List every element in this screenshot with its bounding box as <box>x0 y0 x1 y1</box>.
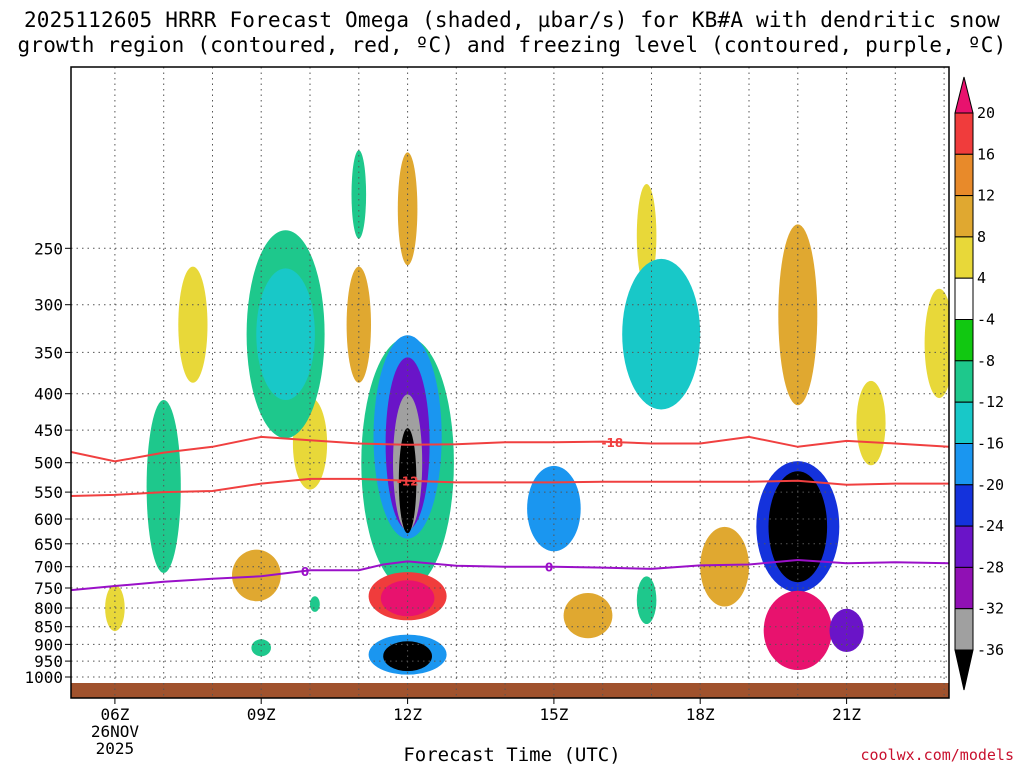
grid <box>71 67 949 698</box>
omega-blob-24 <box>527 465 581 552</box>
colorbar-seg-13 <box>954 608 974 651</box>
y-tick-label-400: 400 <box>34 385 63 404</box>
colorbar-arrow-bottom <box>954 649 974 691</box>
colorbar: 20 16 12 8 4 -4 -8 -12 -16 -20 -24 -28 -32 -36 <box>954 76 1004 691</box>
y-tick-label-800: 800 <box>34 599 63 618</box>
dendritic-contour-1 <box>71 477 949 497</box>
colorbar-seg-8 <box>954 401 974 445</box>
omega-blob-2 <box>178 266 208 383</box>
y-tick-label-350: 350 <box>34 343 63 362</box>
x-tick-label-12: 12Z <box>393 705 422 724</box>
colorbar-label-7: -12 <box>977 393 1004 411</box>
colorbar-seg-7 <box>954 360 974 403</box>
plot-frame <box>70 66 950 699</box>
colorbar-arrow-top <box>954 76 974 114</box>
y-tick-label-1000: 1000 <box>24 668 63 687</box>
colorbar-label-13: -36 <box>977 641 1004 659</box>
omega-blob-4 <box>856 380 886 466</box>
colorbar-label-5: -4 <box>977 311 995 329</box>
y-tick-label-550: 550 <box>34 483 63 502</box>
omega-blob-11 <box>397 152 418 266</box>
omega-blob-27 <box>763 590 832 671</box>
x-tick-label-21: 21Z <box>832 705 861 724</box>
x-axis-label: Forecast Time (UTC) <box>403 744 621 766</box>
omega-blob-29 <box>829 608 864 653</box>
credit-link[interactable]: coolwx.com/models <box>860 746 1014 764</box>
colorbar-label-10: -24 <box>977 517 1004 535</box>
y-tick-label-900: 900 <box>34 635 63 654</box>
y-tick-label-450: 450 <box>34 421 63 440</box>
omega-blob-5 <box>924 288 949 399</box>
omega-blob-20 <box>622 258 701 410</box>
x-tick-sublabel-date: 26NOV <box>91 722 140 741</box>
y-tick-label-650: 650 <box>34 535 63 554</box>
omega-blob-12 <box>563 593 613 639</box>
y-tick-label-300: 300 <box>34 296 63 315</box>
omega-blob-19 <box>256 268 315 401</box>
colorbar-seg-5 <box>954 277 974 321</box>
colorbar-seg-10 <box>954 484 974 527</box>
colorbar-seg-9 <box>954 443 974 486</box>
colorbar-label-6: -8 <box>977 352 995 370</box>
y-tick-label-700: 700 <box>34 558 63 577</box>
chart-title-line2: growth region (contoured, red, ºC) and f… <box>17 33 1007 57</box>
omega-blob-10 <box>346 266 371 383</box>
omega-blob-16 <box>636 576 657 624</box>
freezing-level-contour <box>71 558 949 592</box>
omega-blob-1 <box>105 584 125 632</box>
freezing-label-1: 0 <box>545 561 553 575</box>
x-tick-label-18: 18Z <box>686 705 715 724</box>
y-tick-label-250: 250 <box>34 239 63 258</box>
y-tick-label-950: 950 <box>34 652 63 671</box>
colorbar-label-1: 16 <box>977 145 995 163</box>
y-tick-label-750: 750 <box>34 579 63 598</box>
colorbar-label-4: 4 <box>977 269 986 287</box>
omega-blob-18 <box>310 596 320 612</box>
colorbar-seg-12 <box>954 566 974 610</box>
colorbar-seg-1 <box>954 112 974 155</box>
colorbar-label-2: 12 <box>977 187 995 205</box>
colorbar-seg-6 <box>954 319 974 362</box>
colorbar-seg-11 <box>954 525 974 568</box>
axes: 2503003504004505005506006507007508008509… <box>24 239 861 758</box>
omega-shading <box>71 150 949 698</box>
colorbar-seg-3 <box>954 195 974 238</box>
omega-blob-17 <box>251 639 271 657</box>
x-tick-label-15: 15Z <box>539 705 568 724</box>
ground-strip <box>71 683 949 698</box>
colorbar-label-0: 20 <box>977 104 995 122</box>
x-tick-label-9: 09Z <box>247 705 276 724</box>
omega-blob-25 <box>380 580 435 617</box>
omega-blob-33 <box>768 471 828 583</box>
chart-title-line1: 2025112605 HRRR Forecast Omega (shaded, … <box>23 8 1001 32</box>
dendritic-label-1: -12 <box>397 475 419 489</box>
y-tick-label-600: 600 <box>34 510 63 529</box>
colorbar-seg-2 <box>954 153 974 197</box>
contours: -18 -12 0 0 <box>71 435 949 592</box>
omega-blob-13 <box>700 526 749 607</box>
x-tick-label-6: 06Z <box>100 705 129 724</box>
freezing-label-0: 0 <box>301 565 309 579</box>
dendritic-label-0: -18 <box>602 436 624 450</box>
colorbar-label-3: 8 <box>977 228 986 246</box>
colorbar-label-12: -32 <box>977 600 1004 618</box>
x-tick-sublabel-year: 2025 <box>96 739 135 758</box>
dendritic-contour-0 <box>71 435 949 463</box>
colorbar-label-11: -28 <box>977 558 1004 576</box>
colorbar-label-9: -20 <box>977 476 1004 494</box>
colorbar-label-8: -16 <box>977 435 1004 453</box>
omega-blob-9 <box>232 549 281 602</box>
colorbar-seg-4 <box>954 236 974 279</box>
y-tick-label-850: 850 <box>34 618 63 637</box>
y-tick-label-500: 500 <box>34 454 63 473</box>
